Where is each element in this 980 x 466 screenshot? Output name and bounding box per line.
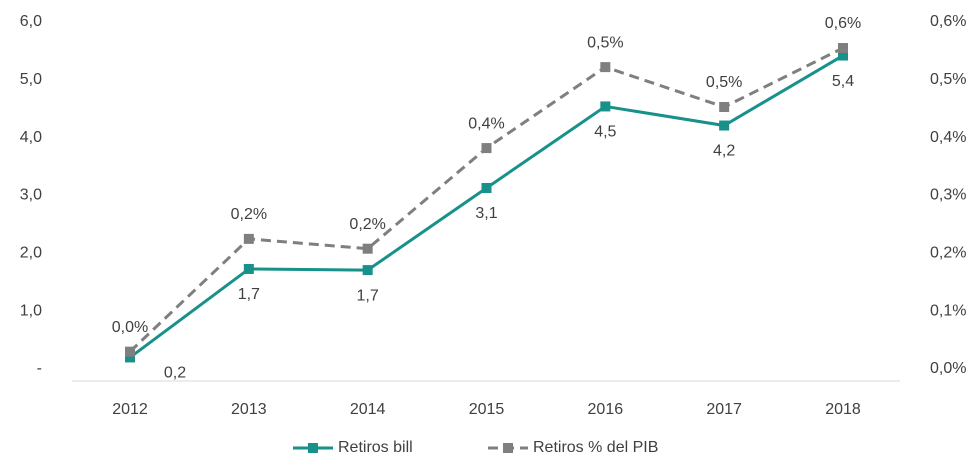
data-label: 0,5% <box>706 74 742 91</box>
y-tick-label: 5,0 <box>20 71 42 88</box>
point <box>243 233 254 244</box>
x-tick-label: 2017 <box>706 401 742 418</box>
data-label: 3,1 <box>475 205 497 222</box>
data-label: 1,7 <box>238 286 260 303</box>
x-tick-label: 2018 <box>825 401 861 418</box>
data-label: 0,2% <box>231 206 267 223</box>
data-label: 0,2 <box>164 365 186 382</box>
point <box>362 265 373 276</box>
y-tick-label: 1,0 <box>20 302 42 319</box>
data-label: 1,7 <box>357 287 379 304</box>
point <box>243 263 254 274</box>
y2-tick-label: 0,3% <box>930 187 966 204</box>
data-label: 0,5% <box>587 34 623 51</box>
data-label: 0,2% <box>349 216 385 233</box>
point <box>719 120 730 131</box>
y-tick-label: 3,0 <box>20 187 42 204</box>
data-label: 5,4 <box>832 73 854 90</box>
x-tick-label: 2014 <box>350 401 386 418</box>
line-series <box>128 46 844 353</box>
x-tick-label: 2013 <box>231 401 267 418</box>
point <box>125 346 135 357</box>
point <box>362 243 373 254</box>
y-tick-label: 4,0 <box>20 129 42 146</box>
point <box>719 102 730 113</box>
y2-tick-label: 0,6% <box>930 13 966 30</box>
data-label: 0,0% <box>112 319 148 336</box>
point <box>125 352 135 363</box>
point <box>600 62 611 73</box>
y-tick-label: - <box>37 360 42 377</box>
data-label: 4,5 <box>594 124 616 141</box>
legend-label: Retiros bill <box>338 439 413 456</box>
y2-tick-label: 0,2% <box>930 245 966 262</box>
data-label: 4,2 <box>713 143 735 160</box>
legend-marker <box>308 443 318 453</box>
data-label: 0,4% <box>468 115 504 132</box>
y-tick-label: 6,0 <box>20 13 42 30</box>
y2-tick-label: 0,4% <box>930 129 966 146</box>
y-tick-label: 2,0 <box>20 245 42 262</box>
point <box>838 43 848 54</box>
point <box>481 182 492 193</box>
point <box>481 143 492 154</box>
x-tick-label: 2016 <box>588 401 624 418</box>
data-label: 0,6% <box>825 15 861 32</box>
y2-tick-label: 0,0% <box>930 360 966 377</box>
point <box>600 101 611 112</box>
legend-marker <box>503 443 513 453</box>
x-tick-label: 2015 <box>469 401 505 418</box>
x-tick-label: 2012 <box>112 401 148 418</box>
legend-label: Retiros % del PIB <box>533 439 658 456</box>
y2-tick-label: 0,5% <box>930 71 966 88</box>
y2-tick-label: 0,1% <box>930 302 966 319</box>
point <box>838 50 848 61</box>
